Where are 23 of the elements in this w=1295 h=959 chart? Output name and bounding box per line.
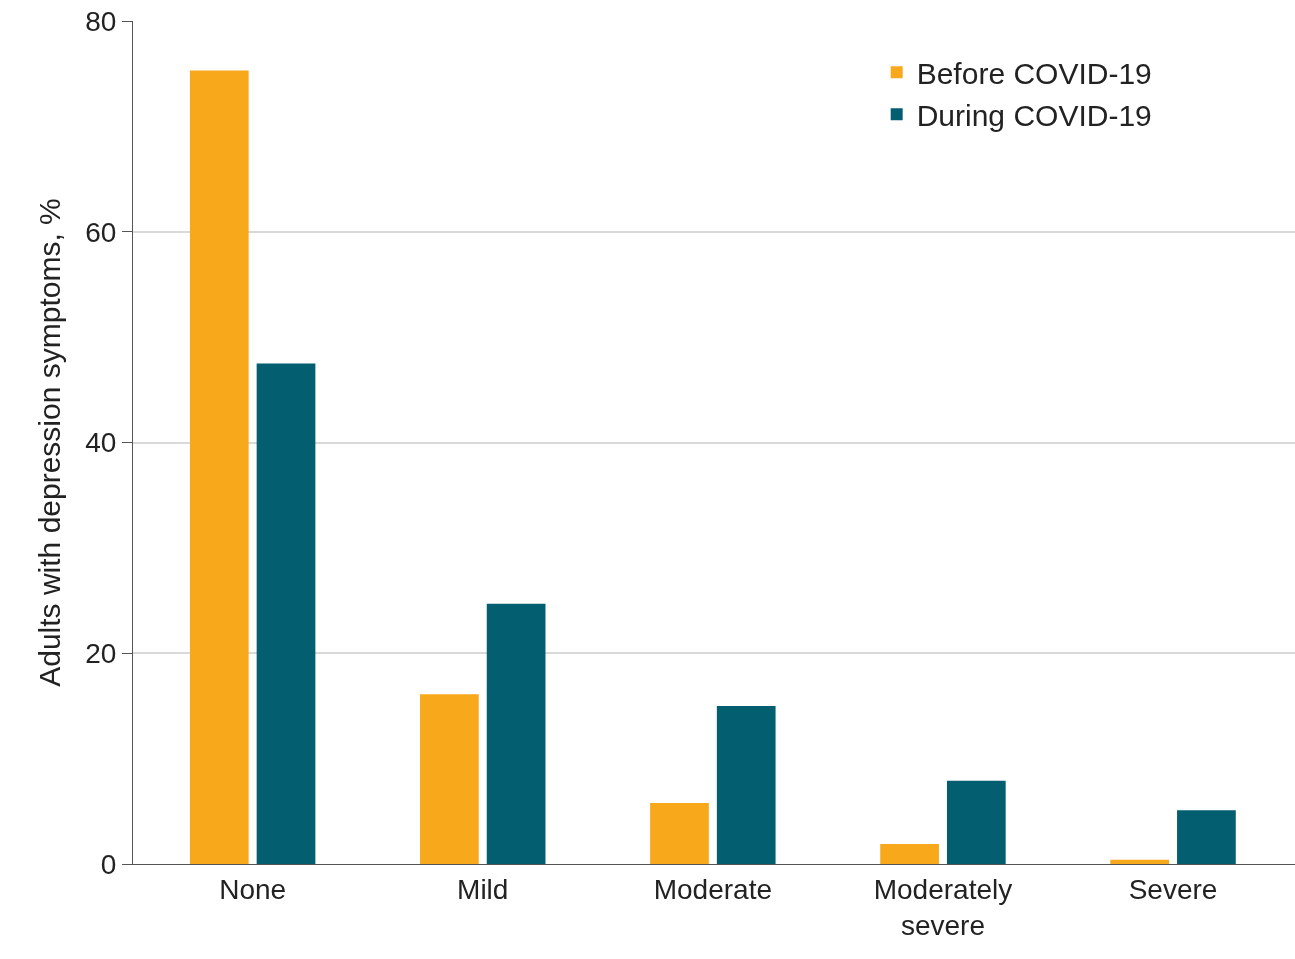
bar [880,843,939,864]
bar [1177,810,1236,864]
y-tick-label: 40 [85,427,117,459]
y-tick-label: 60 [85,216,117,248]
bar [256,363,316,864]
y-tick-label: 80 [85,5,117,37]
y-tick-label: 0 [100,848,117,880]
bar [420,694,479,864]
bar [486,603,546,864]
legend-label: Before COVID-19 [916,56,1152,90]
bar [946,780,1006,864]
bar [716,705,776,864]
x-tick-label: None [219,873,287,905]
bar [650,802,709,864]
legend-label: During COVID-19 [916,98,1152,132]
y-axis-title: Adults with depression symptoms, % [33,198,67,687]
y-tick-label: 20 [85,638,117,670]
x-tick-label: Mild [457,873,509,905]
bar [1110,859,1170,864]
x-tick-label: Moderately severe [873,873,1013,941]
bar [189,70,249,864]
x-tick-label: Moderate [653,873,772,905]
x-tick-label: Severe [1128,873,1218,905]
